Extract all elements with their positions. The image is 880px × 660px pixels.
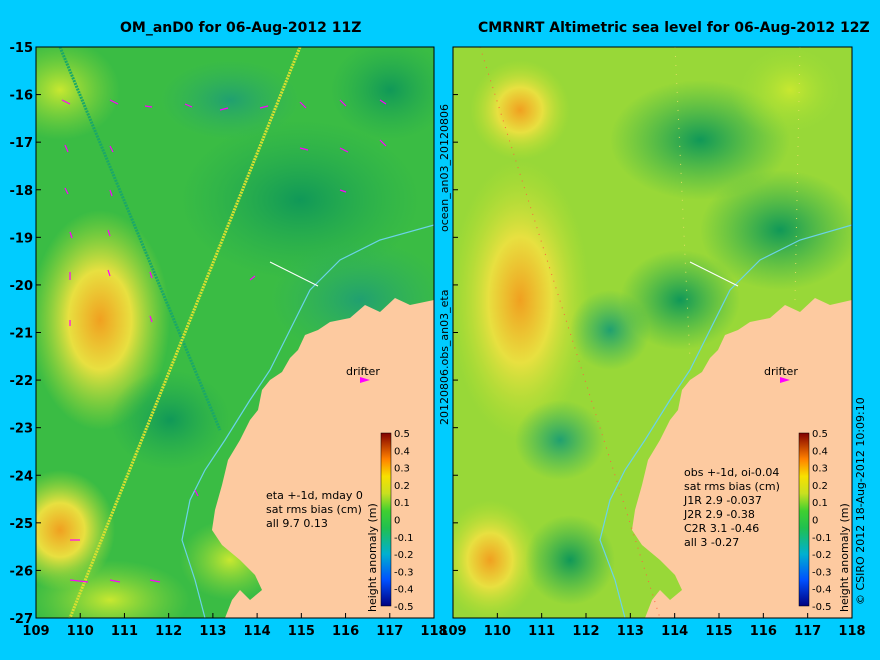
left-colorbar-tick: 0.2 — [394, 481, 410, 492]
left-satellite-track-1 — [58, 47, 222, 431]
right-x-tick-label: 112 — [572, 624, 599, 639]
left-coast-line — [181, 224, 434, 618]
right-colorbar-label: height anomaly (m) — [838, 503, 851, 612]
left-colorbar-tick: 0 — [394, 516, 400, 527]
left-x-tick-label: 117 — [376, 624, 403, 639]
left-colorbar-ticks: 0.5 0.4 0.3 0.2 0.1 0 -0.1 -0.2 -0.3 -0.4 -0.5 — [394, 429, 414, 613]
right-colorbar-tick: -0.2 — [812, 550, 832, 561]
left-x-tick-label: 116 — [332, 624, 359, 639]
right-colorbar-tick: -0.3 — [812, 567, 832, 578]
right-x-tick-label: 116 — [750, 624, 777, 639]
right-x-tick-label: 117 — [794, 624, 821, 639]
left-x-tick-label: 115 — [288, 624, 315, 639]
right-x-tick-label: 109 — [439, 624, 466, 639]
right-colorbar-tick: 0.5 — [812, 429, 828, 440]
left-panel-title: OM_anD0 for 06-Aug-2012 11Z — [120, 20, 362, 36]
left-colorbar-tick: -0.2 — [394, 550, 414, 561]
left-colorbar-tick: 0.5 — [394, 429, 410, 440]
right-colorbar-ticks: 0.5 0.4 0.3 0.2 0.1 0 -0.1 -0.2 -0.3 -0.4 -0.5 — [812, 429, 832, 613]
left-drifter-marker — [360, 377, 370, 383]
right-x-tick-label: 111 — [528, 624, 555, 639]
left-y-tick-label: -17 — [10, 136, 34, 151]
left-y-tick-label: -20 — [10, 279, 34, 294]
left-stats-line-1: eta +-1d, mday 0 — [266, 489, 363, 502]
left-land — [212, 298, 434, 618]
right-x-tick-label: 118 — [838, 624, 865, 639]
left-stats: eta +-1d, mday 0 sat rms bias (cm) all 9… — [266, 489, 363, 530]
right-colorbar-tick: 0.3 — [812, 464, 828, 475]
right-anomaly-field — [453, 47, 852, 618]
left-colorbar-tick: -0.3 — [394, 567, 414, 578]
right-map — [453, 47, 852, 618]
left-colorbar-label: height anomaly (m) — [366, 503, 379, 612]
right-drifter-marker — [780, 377, 790, 383]
left-y-tick-label: -21 — [10, 327, 34, 342]
right-x-tick-label: 114 — [661, 624, 688, 639]
left-colorbar-tick: 0.1 — [394, 498, 410, 509]
right-colorbar-tick: 0 — [812, 516, 818, 527]
right-stats-line-2: sat rms bias (cm) — [684, 480, 780, 493]
right-drifter-label: drifter — [764, 365, 798, 378]
right-colorbar-tick: 0.1 — [812, 498, 828, 509]
left-colorbar-tick: 0.3 — [394, 464, 410, 475]
left-x-tick-label: 109 — [22, 624, 49, 639]
left-map — [36, 47, 434, 618]
left-y-tick-label: -22 — [10, 374, 34, 389]
left-anomaly-field — [36, 47, 434, 618]
right-colorbar-tick: 0.2 — [812, 481, 828, 492]
right-stats-line-5: C2R 3.1 -0.46 — [684, 522, 759, 535]
left-y-tick-label: -15 — [10, 41, 34, 56]
right-colorbar-tick: -0.5 — [812, 602, 832, 613]
left-y-tick-label: -24 — [10, 469, 34, 484]
left-y-tick-label: -27 — [10, 612, 34, 627]
left-colorbar: 0.5 0.4 0.3 0.2 0.1 0 -0.1 -0.2 -0.3 -0.4 -0.5 — [380, 429, 414, 613]
right-coast-line — [599, 224, 852, 618]
right-x-tick-label: 115 — [705, 624, 732, 639]
middle-side-label: 20120806.obs_an03_eta — [438, 290, 451, 425]
right-panel-title: CMRNRT Altimetric sea level for 06-Aug-2… — [478, 20, 870, 36]
right-satellite-track-3 — [794, 47, 801, 301]
right-colorbar-tick: -0.1 — [812, 533, 832, 544]
right-stats-line-6: all 3 -0.27 — [684, 536, 739, 549]
left-colorbar-tick: -0.4 — [394, 585, 414, 596]
right-land — [632, 298, 852, 618]
right-colorbar-tick: 0.4 — [812, 446, 828, 457]
left-x-tick-label: 110 — [67, 624, 94, 639]
left-y-tick-label: -18 — [10, 184, 34, 199]
left-x-tick-label: 112 — [155, 624, 182, 639]
right-axis-ticks: 109 110 111 112 113 114 115 116 117 118 — [439, 46, 866, 639]
left-satellite-track-2 — [68, 47, 302, 618]
right-stats-line-4: J2R 2.9 -0.38 — [683, 508, 755, 521]
left-colorbar-tick: -0.5 — [394, 602, 414, 613]
middle-top-label: ocean_an03_20120806 — [438, 104, 451, 232]
left-stats-line-3: all 9.7 0.13 — [266, 517, 328, 530]
left-drifter-arrows — [61, 99, 387, 583]
left-y-tick-label: -26 — [10, 564, 34, 579]
right-colorbar: 0.5 0.4 0.3 0.2 0.1 0 -0.1 -0.2 -0.3 -0.4 -0.5 — [798, 429, 832, 613]
left-white-transect — [269, 261, 319, 287]
right-stats-line-1: obs +-1d, oi-0.04 — [684, 466, 779, 479]
copyright-label: © CSIRO 2012 18-Aug-2012 10:09:10 — [854, 397, 867, 605]
left-x-tick-label: 114 — [244, 624, 271, 639]
left-drifter-label: drifter — [346, 365, 380, 378]
right-x-tick-label: 113 — [617, 624, 644, 639]
left-x-tick-label: 111 — [111, 624, 138, 639]
right-stats-line-3: J1R 2.9 -0.037 — [683, 494, 762, 507]
right-x-tick-label: 110 — [484, 624, 511, 639]
left-y-tick-label: -25 — [10, 517, 34, 532]
right-white-transect — [689, 261, 739, 287]
right-colorbar-tick: -0.4 — [812, 585, 832, 596]
left-y-tick-label: -23 — [10, 422, 34, 437]
right-stats: obs +-1d, oi-0.04 sat rms bias (cm) J1R … — [683, 466, 780, 549]
left-stats-line-2: sat rms bias (cm) — [266, 503, 362, 516]
left-axis-ticks: 109 110 111 112 113 114 115 116 117 118 -15 -16 -17 -… — [10, 41, 448, 639]
left-colorbar-tick: -0.1 — [394, 533, 414, 544]
left-y-tick-label: -19 — [10, 231, 34, 246]
left-colorbar-tick: 0.4 — [394, 446, 410, 457]
left-x-tick-label: 118 — [420, 624, 447, 639]
left-x-tick-label: 113 — [199, 624, 226, 639]
right-satellite-track-2 — [674, 47, 691, 361]
left-y-tick-label: -16 — [10, 89, 34, 104]
